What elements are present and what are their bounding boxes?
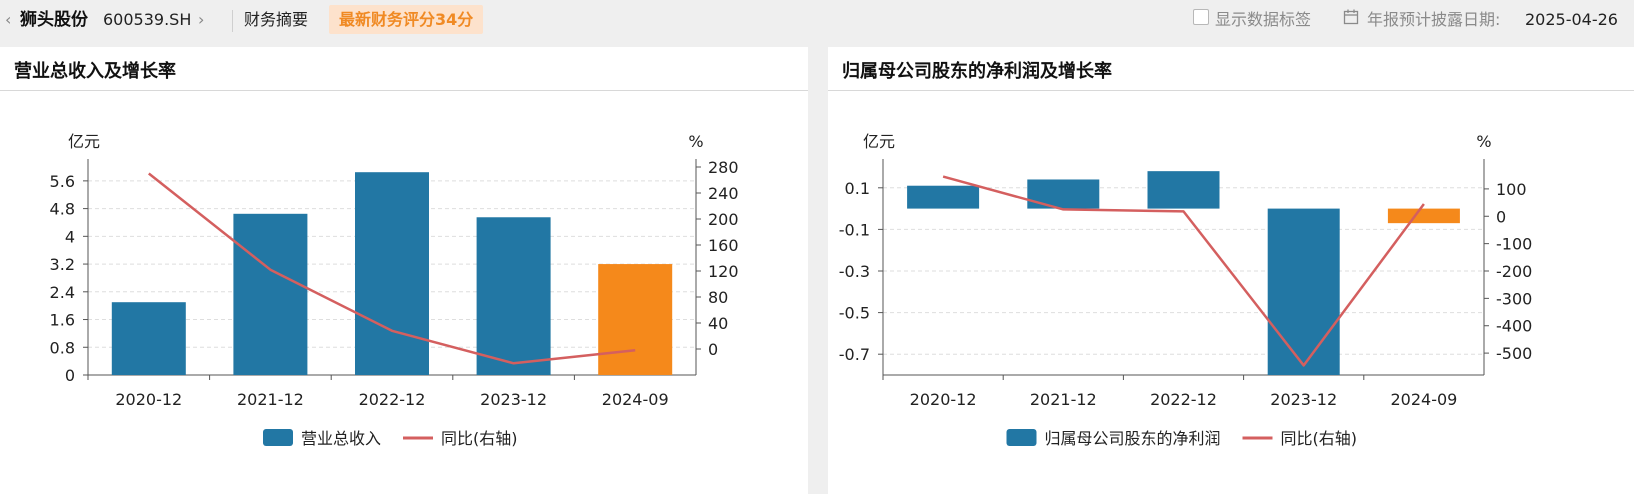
- right-tick-label: -500: [1496, 344, 1532, 363]
- chevron-left-icon[interactable]: ‹: [5, 10, 12, 29]
- revenue-panel: 营业总收入及增长率 亿元% 0 0.8 1.6 2.4 3.2 4 4.8 5.6 0 40 80 12…: [0, 47, 808, 494]
- x-tick-label: 2020-12: [115, 390, 182, 409]
- bar: [598, 264, 673, 375]
- left-tick-label: 4: [65, 227, 75, 246]
- chevron-right-icon[interactable]: ›: [198, 10, 205, 29]
- right-tick-label: 120: [708, 262, 739, 281]
- right-tick-label: -200: [1496, 262, 1532, 281]
- left-axis-unit: 亿元: [68, 132, 100, 151]
- right-tick-label: 280: [708, 158, 739, 177]
- left-tick-label: 0: [65, 366, 75, 385]
- nav-financial-summary[interactable]: 财务摘要: [244, 10, 309, 29]
- score-badge[interactable]: 最新财务评分34分: [329, 5, 484, 34]
- right-tick-label: 40: [708, 314, 728, 333]
- bar: [1387, 208, 1460, 224]
- bar: [1027, 179, 1100, 209]
- x-tick-label: 2021-12: [237, 390, 304, 409]
- right-tick-label: 0: [1496, 207, 1506, 226]
- bar: [355, 172, 429, 375]
- legend-bar-label: 归属母公司股东的净利润: [1045, 429, 1221, 448]
- x-tick-label: 2020-12: [910, 390, 977, 409]
- revenue-chart: 亿元 % 0 0.8 1.6 2.4 3.2 4 4.8 5.6 0 40 80 120 160 200 240…: [50, 132, 739, 448]
- growth-line: [148, 172, 636, 365]
- left-tick-label: 0.1: [845, 179, 870, 198]
- legend-bar-swatch: [263, 429, 293, 446]
- right-tick-label: 160: [708, 236, 739, 255]
- bar: [233, 213, 308, 375]
- left-tick-label: 1.6: [50, 311, 75, 330]
- show-labels-label[interactable]: 显示数据标签: [1215, 10, 1312, 29]
- right-tick-label: 80: [708, 288, 728, 307]
- right-tick-label: 100: [1496, 180, 1527, 199]
- right-tick-label: 0: [708, 340, 718, 359]
- divider: [232, 10, 233, 32]
- right-tick-label: -100: [1496, 235, 1532, 254]
- top-bar: ‹ 狮头股份 600539.SH › 财务摘要 最新财务评分34分 显示数据标签…: [0, 0, 1634, 40]
- left-tick-label: 5.6: [50, 172, 75, 191]
- x-tick-label: 2021-12: [1030, 390, 1097, 409]
- x-tick-label: 2022-12: [359, 390, 426, 409]
- bar: [1147, 171, 1220, 209]
- bar: [907, 185, 980, 209]
- left-tick-label: 4.8: [50, 200, 75, 219]
- left-axis-unit: 亿元: [863, 132, 895, 151]
- net-profit-chart: 亿元 % 0.1 -0.1 -0.3 -0.5 -0.7 100 0 -100 -200 -300 -4…: [839, 132, 1533, 448]
- right-tick-label: 240: [708, 184, 739, 203]
- left-tick-label: -0.3: [839, 262, 870, 281]
- x-tick-label: 2024-09: [1390, 390, 1457, 409]
- right-tick-label: 200: [708, 210, 739, 229]
- growth-line: [942, 175, 1425, 367]
- right-axis-unit: %: [688, 132, 703, 151]
- x-tick-label: 2024-09: [602, 390, 669, 409]
- bar: [476, 217, 551, 375]
- left-tick-label: -0.7: [839, 345, 870, 364]
- disclosure-label: 年报预计披露日期:: [1367, 10, 1501, 29]
- x-tick-label: 2023-12: [480, 390, 547, 409]
- disclosure-date: 2025-04-26: [1525, 10, 1618, 29]
- panel-divider: [828, 90, 1634, 91]
- panel-title: 营业总收入及增长率: [14, 61, 176, 82]
- left-tick-label: -0.1: [839, 220, 870, 239]
- right-tick-label: -300: [1496, 289, 1532, 308]
- left-tick-label: 2.4: [50, 283, 75, 302]
- legend-line-label: 同比(右轴): [1281, 429, 1358, 448]
- panel-divider: [0, 90, 808, 91]
- left-tick-label: 3.2: [50, 255, 75, 274]
- bar: [111, 302, 186, 375]
- right-axis-unit: %: [1476, 132, 1491, 151]
- x-tick-label: 2023-12: [1270, 390, 1337, 409]
- show-labels-checkbox[interactable]: [1193, 9, 1209, 25]
- left-tick-label: 0.8: [50, 338, 75, 357]
- stock-name: 狮头股份: [20, 10, 88, 30]
- net-profit-panel: 归属母公司股东的净利润及增长率 亿元% 0.1 -0.1 -0.3 -0.5 -0.7 10…: [828, 47, 1634, 494]
- x-tick-label: 2022-12: [1150, 390, 1217, 409]
- legend-bar-swatch: [1006, 429, 1037, 446]
- panel-title: 归属母公司股东的净利润及增长率: [842, 61, 1112, 82]
- legend-line-label: 同比(右轴): [441, 429, 518, 448]
- right-tick-label: -400: [1496, 317, 1532, 336]
- calendar-icon: [1343, 9, 1359, 25]
- left-tick-label: -0.5: [839, 304, 870, 323]
- stock-code: 600539.SH: [103, 10, 192, 29]
- legend-bar-label: 营业总收入: [301, 429, 381, 448]
- bar: [1267, 208, 1340, 375]
